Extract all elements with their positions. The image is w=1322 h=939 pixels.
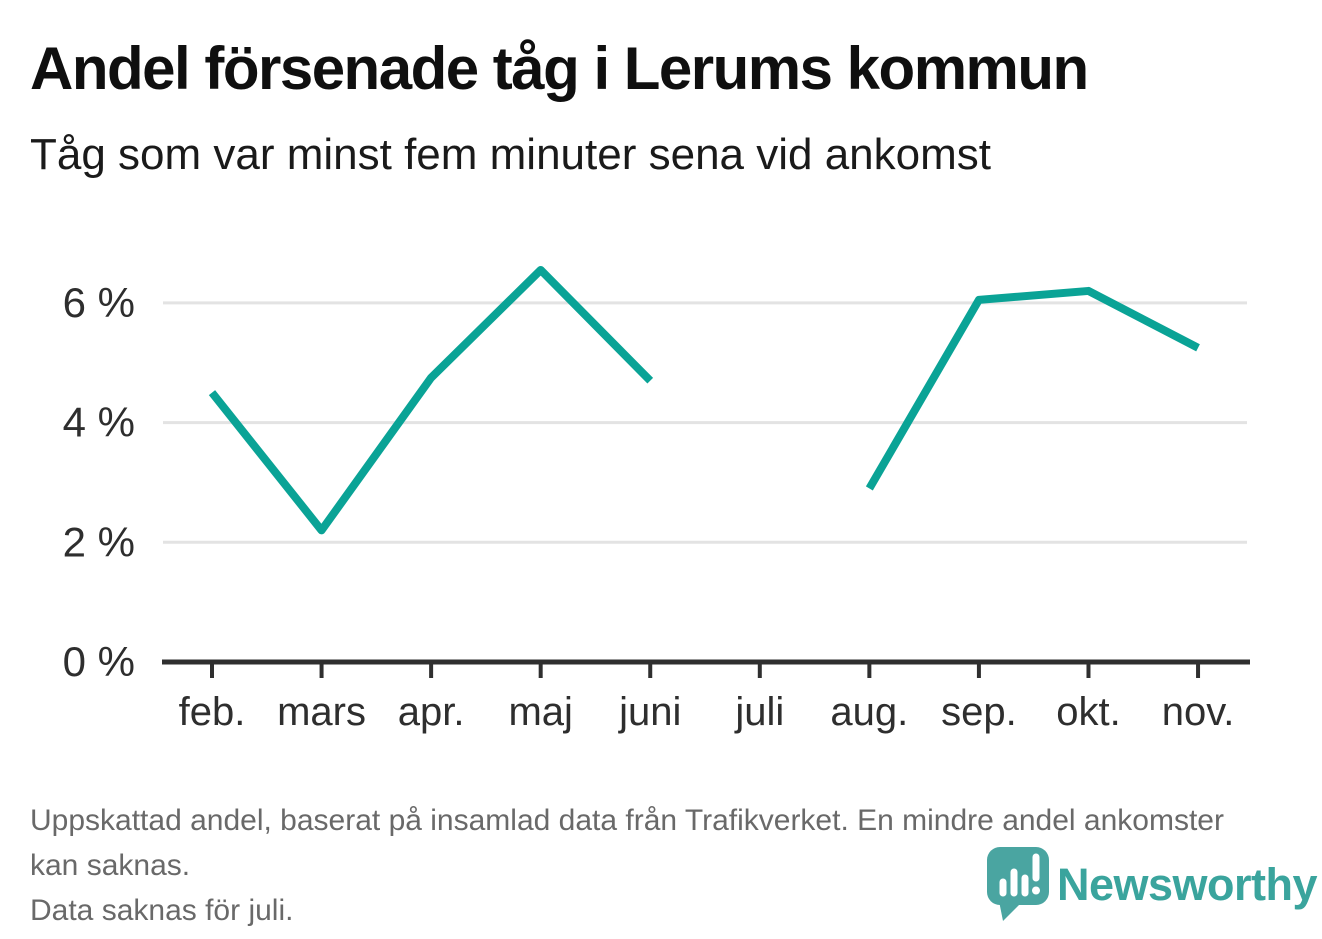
y-axis-label: 2 %	[63, 518, 135, 565]
y-axis-label: 6 %	[63, 279, 135, 326]
y-axis-label: 0 %	[63, 638, 135, 685]
newsworthy-logo: Newsworthy	[985, 845, 1318, 925]
chart-subtitle: Tåg som var minst fem minuter sena vid a…	[30, 130, 991, 179]
x-axis-label: sep.	[941, 690, 1017, 734]
y-axis-label: 4 %	[63, 399, 135, 446]
x-axis-label: apr.	[398, 690, 465, 734]
source-note: Uppskattad andel, baserat på insamlad da…	[30, 804, 1224, 882]
footnote-block: Uppskattad andel, baserat på insamlad da…	[30, 798, 1260, 933]
brand-wordmark: Newsworthy	[1057, 859, 1318, 910]
x-axis-label: juli	[734, 690, 784, 734]
missing-data-note: Data saknas för juli.	[30, 894, 294, 927]
delayed-trains-line-segment	[208, 265, 654, 535]
x-axis-label: okt.	[1056, 690, 1120, 734]
line-chart: 0 % 2 % 4 % 6 % feb. mars apr. maj juni juli aug. s…	[63, 265, 1250, 734]
bar-chart-speech-bubble-icon	[987, 847, 1049, 921]
x-axis-label: feb.	[179, 690, 246, 734]
delayed-trains-line-segment	[865, 286, 1200, 491]
x-axis-label: nov.	[1162, 690, 1235, 734]
x-axis-label: aug.	[830, 690, 908, 734]
x-axis-label: juni	[618, 690, 681, 734]
x-axis-label: mars	[277, 690, 366, 734]
x-axis-label: maj	[508, 690, 572, 734]
chart-title: Andel försenade tåg i Lerums kommun	[30, 35, 1089, 102]
